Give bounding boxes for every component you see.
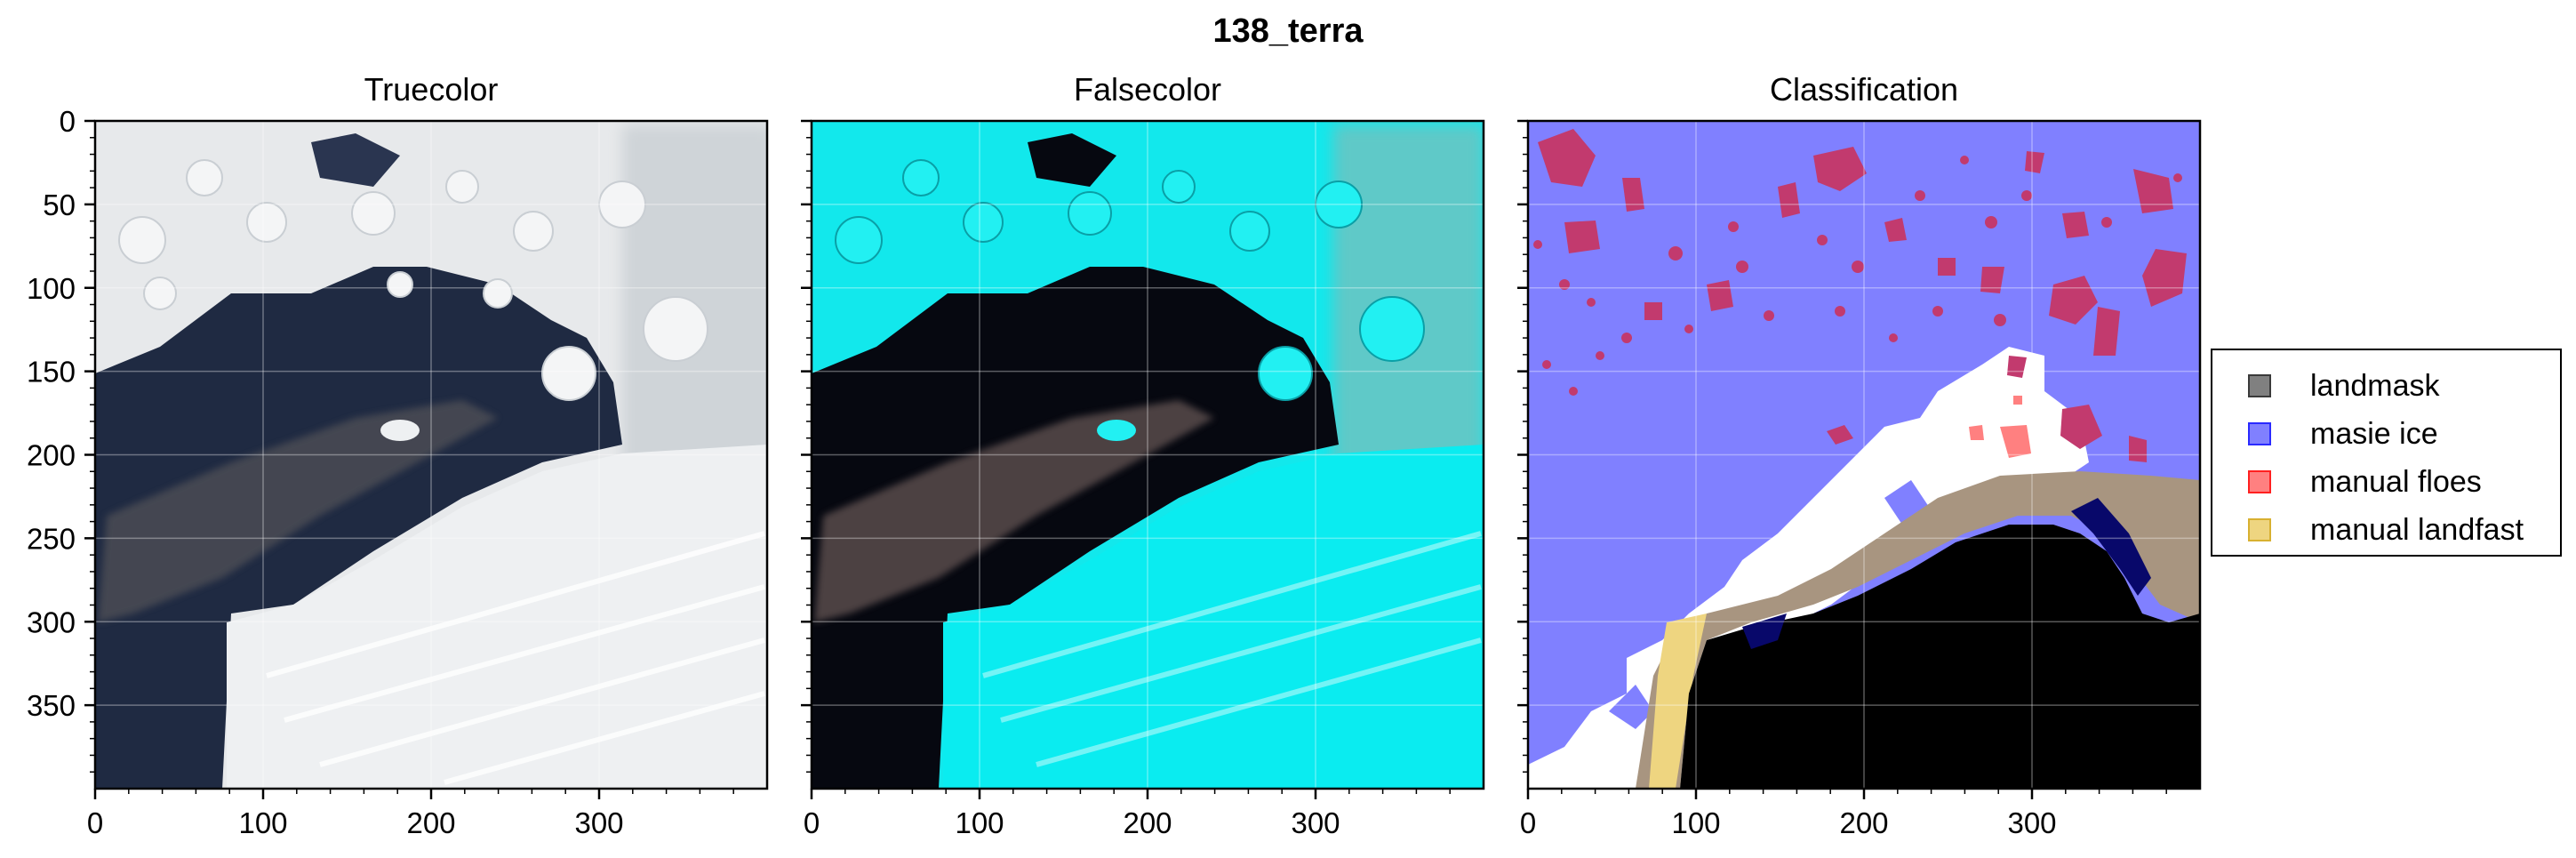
legend-label-manual-floes: manual floes — [2310, 464, 2482, 499]
panel-title-truecolor: Truecolor — [364, 71, 499, 108]
x-tick-label: 0 — [804, 806, 820, 839]
axes-truecolor: 0 100 200 300 0 50 100 150 200 250 300 350 — [27, 105, 769, 839]
x-tick-label: 100 — [238, 806, 287, 839]
falsecolor-image — [812, 121, 1484, 789]
axes-classification: 0 100 200 300 — [1517, 119, 2202, 839]
landmask-swatch — [2248, 374, 2271, 397]
y-tick-label: 350 — [27, 689, 76, 722]
legend-item-manual-landfast: manual landfast — [2248, 512, 2524, 548]
legend: landmask masie ice manual floes manual l… — [2211, 349, 2562, 557]
legend-label-manual-landfast: manual landfast — [2310, 512, 2524, 547]
y-tick-label: 150 — [27, 356, 76, 389]
panel-title-falsecolor: Falsecolor — [1073, 71, 1222, 108]
x-tick-label: 300 — [2007, 806, 2056, 839]
truecolor-image — [95, 121, 767, 789]
figure-suptitle: 138_terra — [1212, 12, 1364, 50]
y-tick-label: 50 — [43, 188, 76, 221]
x-tick-label: 100 — [1671, 806, 1720, 839]
masie-ice-swatch — [2248, 422, 2271, 445]
y-tick-label: 0 — [60, 105, 76, 138]
legend-item-landmask: landmask — [2248, 368, 2440, 404]
x-tick-label: 100 — [955, 806, 1004, 839]
x-tick-label: 300 — [574, 806, 623, 839]
legend-item-manual-floes: manual floes — [2248, 464, 2482, 500]
classification-image — [1528, 121, 2200, 789]
axes-falsecolor: 0 100 200 300 — [801, 119, 1485, 839]
panel-title-classification: Classification — [1769, 71, 1959, 108]
manual-landfast-swatch — [2248, 518, 2271, 541]
legend-label-masie-ice: masie ice — [2310, 416, 2438, 451]
y-tick-label: 100 — [27, 272, 76, 305]
x-tick-label: 0 — [87, 806, 103, 839]
x-tick-label: 200 — [406, 806, 455, 839]
y-tick-label: 300 — [27, 605, 76, 638]
x-tick-label: 200 — [1839, 806, 1888, 839]
x-tick-label: 300 — [1291, 806, 1340, 839]
legend-item-masie-ice: masie ice — [2248, 416, 2438, 452]
x-tick-label: 0 — [1520, 806, 1536, 839]
y-tick-label: 250 — [27, 522, 76, 555]
x-tick-label: 200 — [1123, 806, 1172, 839]
manual-floes-swatch — [2248, 470, 2271, 493]
y-tick-label: 200 — [27, 439, 76, 472]
legend-label-landmask: landmask — [2310, 368, 2440, 403]
